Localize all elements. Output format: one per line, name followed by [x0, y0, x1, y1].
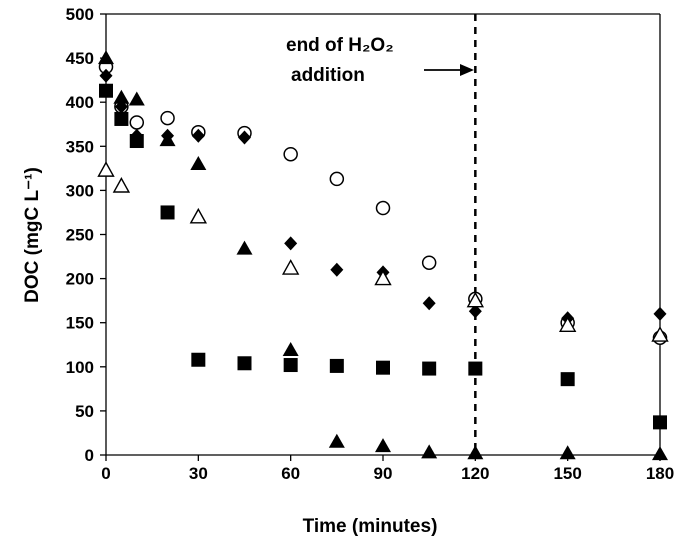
filled-square-point	[376, 360, 390, 375]
filled-triangle-point	[128, 91, 145, 106]
tick-labels: 0 50 100 150 200 250 300 350 400 450 500 0 30 60 90 120…	[66, 5, 675, 483]
filled-triangle-point	[559, 445, 576, 460]
y-tick-label: 200	[66, 270, 94, 289]
filled-triangle-point	[652, 446, 668, 461]
tick-marks	[100, 13, 661, 461]
filled-square-point	[99, 83, 113, 98]
filled-square-point	[422, 361, 437, 376]
filled-triangle-point	[236, 240, 253, 255]
y-tick-label: 500	[66, 5, 94, 24]
x-tick-label: 0	[101, 464, 110, 483]
filled-square-point	[329, 358, 344, 373]
filled-square-point	[191, 352, 206, 367]
filled-triangle-point	[113, 89, 130, 104]
open-triangle-point	[97, 161, 115, 177]
filled-diamond-point	[238, 130, 251, 145]
open-circle-point	[160, 110, 175, 126]
filled-triangle-point	[190, 155, 207, 170]
open-circle-point	[329, 171, 345, 187]
open-triangle-point	[466, 291, 485, 308]
open-circle-point	[283, 146, 298, 162]
x-axis-title: Time (minutes)	[303, 516, 438, 537]
open-circle-point	[421, 255, 437, 270]
filled-square-point	[237, 356, 252, 371]
y-axis-title: DOC (mgC L⁻¹)	[22, 167, 43, 303]
filled-square-point	[468, 361, 483, 376]
y-tick-label: 250	[66, 226, 94, 245]
filled-diamond-point	[653, 306, 667, 321]
filled-diamond-point	[99, 68, 113, 83]
x-tick-label: 150	[553, 464, 581, 483]
axes	[105, 13, 661, 456]
open-triangle-point	[651, 326, 669, 342]
y-tick-label: 300	[66, 181, 94, 200]
y-tick-label: 150	[66, 314, 94, 333]
y-tick-label: 350	[66, 137, 94, 156]
filled-triangle-point	[328, 433, 345, 448]
filled-triangle-point	[421, 444, 438, 459]
x-tick-label: 90	[374, 464, 393, 483]
open-triangle-point	[112, 177, 131, 193]
filled-square-point	[560, 372, 575, 387]
filled-triangle-point	[98, 50, 114, 65]
filled-diamond-point	[191, 128, 205, 143]
filled-triangle-point	[375, 438, 391, 453]
open-triangle-point	[189, 207, 208, 224]
filled-triangle-point	[282, 342, 299, 357]
x-tick-label: 180	[646, 464, 674, 483]
open-triangle-point	[281, 259, 300, 275]
filled-square-point	[160, 205, 175, 220]
filled-diamond-point	[468, 304, 482, 319]
filled-square-point	[114, 111, 129, 126]
open-circle-point	[375, 200, 391, 216]
data-points	[97, 50, 669, 461]
y-tick-label: 400	[66, 93, 94, 112]
filled-square-point	[283, 358, 298, 373]
annotation-line-1: end of H₂O₂	[286, 35, 394, 56]
filled-square-point	[129, 134, 144, 149]
filled-triangle-point	[159, 132, 176, 147]
open-triangle-point	[558, 316, 577, 333]
annotation-line-2: addition	[291, 65, 365, 86]
y-tick-label: 0	[85, 446, 94, 465]
filled-diamond-point	[284, 236, 298, 251]
filled-diamond-point	[422, 296, 436, 311]
x-tick-label: 120	[461, 464, 489, 483]
filled-diamond-point	[330, 262, 344, 277]
x-tick-label: 30	[189, 464, 208, 483]
x-tick-label: 60	[281, 464, 300, 483]
filled-square-point	[653, 415, 667, 430]
y-tick-label: 100	[66, 358, 94, 377]
filled-triangle-point	[467, 445, 484, 460]
open-circle-point	[129, 115, 145, 130]
annotation-arrow	[424, 64, 474, 76]
open-triangle-point	[374, 269, 392, 286]
y-tick-label: 450	[66, 49, 94, 68]
y-tick-label: 50	[75, 402, 94, 421]
